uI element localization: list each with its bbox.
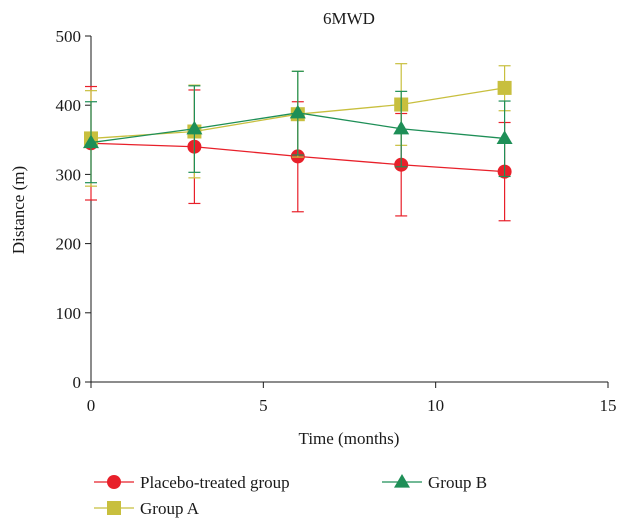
series-2 [83,70,513,184]
x-axis-label: Time (months) [299,429,400,448]
point-2-4 [496,130,513,145]
point-2-0 [83,134,99,149]
x-tick-label-5: 5 [259,396,268,415]
point-2-2 [289,104,306,119]
legend: Placebo-treated group Group A Group B [94,473,487,518]
legend-item-2: Group B [382,473,487,492]
x-tick-label-10: 10 [427,396,444,415]
point-2-1 [186,120,203,135]
x-tick-label-15: 15 [600,396,617,415]
point-1-4 [497,80,512,95]
plot-area [83,63,513,222]
legend-label-0: Placebo-treated group [140,473,290,492]
legend-marker-2 [394,474,410,488]
legend-marker-1 [107,501,121,515]
legend-label-1: Group A [140,499,200,518]
legend-item-0: Placebo-treated group [94,473,290,492]
legend-item-1: Group A [94,499,200,518]
y-tick-label-500: 500 [56,27,82,46]
y-tick-label-200: 200 [56,235,82,254]
y-tick-label-400: 400 [56,96,82,115]
y-tick-label-0: 0 [73,373,82,392]
chart-title: 6MWD [323,9,375,28]
legend-label-2: Group B [428,473,487,492]
point-2-3 [393,120,410,135]
legend-marker-0 [107,475,121,489]
x-tick-label-0: 0 [87,396,96,415]
axes: 0 100 200 300 400 500 0 5 10 15 [56,27,617,415]
y-tick-label-300: 300 [56,165,82,184]
y-tick-label-100: 100 [56,304,82,323]
y-axis-label: Distance (m) [9,166,28,254]
